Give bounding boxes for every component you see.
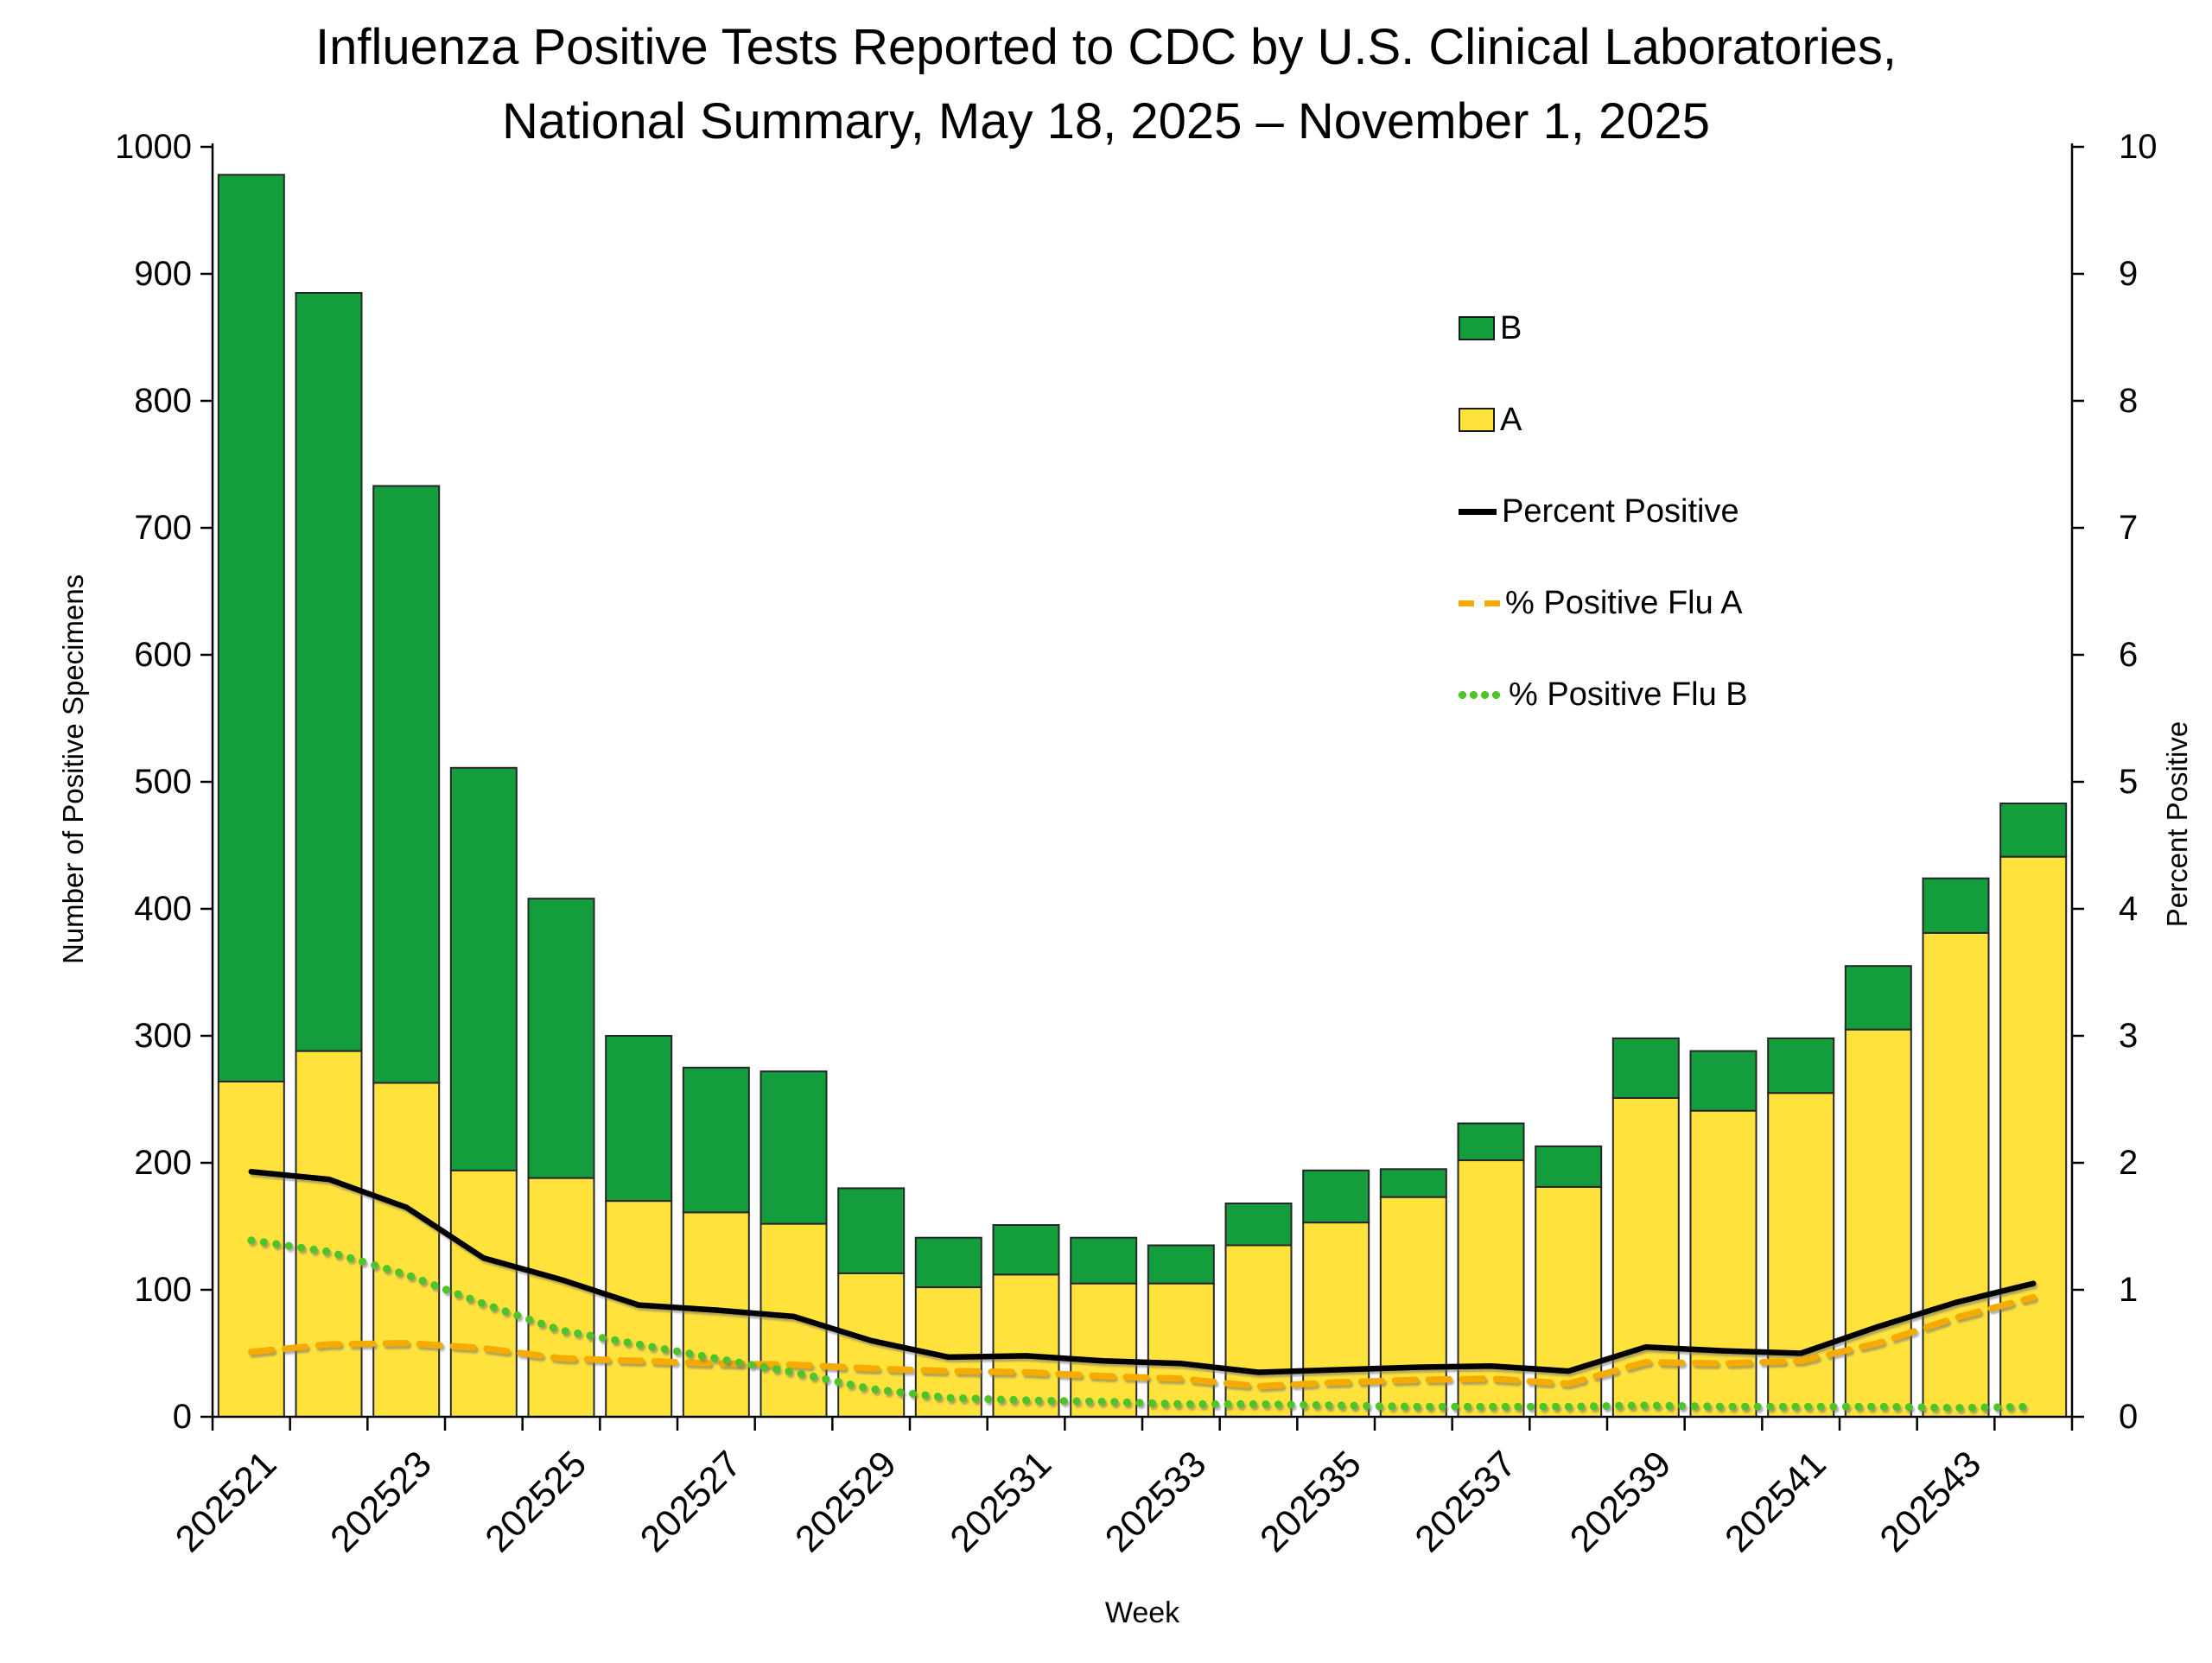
- svg-text:202525: 202525: [478, 1444, 594, 1560]
- legend-swatch-a: [1459, 408, 1495, 432]
- chart-title-line2: National Summary, May 18, 2025 – Novembe…: [501, 93, 1711, 149]
- svg-text:5: 5: [2119, 763, 2138, 801]
- svg-text:700: 700: [134, 509, 192, 547]
- svg-text:202537: 202537: [1408, 1444, 1524, 1560]
- svg-text:202529: 202529: [787, 1444, 904, 1560]
- svg-text:7: 7: [2119, 509, 2138, 547]
- legend-item-pct-flu-b: % Positive Flu B: [1459, 649, 1748, 740]
- svg-text:1000: 1000: [115, 128, 192, 166]
- svg-text:400: 400: [134, 890, 192, 928]
- svg-text:3: 3: [2119, 1017, 2138, 1055]
- svg-text:6: 6: [2119, 636, 2138, 674]
- svg-text:600: 600: [134, 636, 192, 674]
- svg-text:202535: 202535: [1252, 1444, 1369, 1560]
- chart-title-line1: Influenza Positive Tests Reported to CDC…: [315, 19, 1897, 75]
- legend-swatch-pct-flu-a: [1459, 600, 1500, 606]
- svg-text:9: 9: [2119, 255, 2138, 293]
- svg-text:2: 2: [2119, 1144, 2138, 1182]
- svg-text:0: 0: [2119, 1398, 2138, 1436]
- svg-text:10: 10: [2119, 128, 2158, 166]
- svg-text:0: 0: [173, 1398, 192, 1436]
- right-axis-title: Percent Positive: [2161, 720, 2193, 928]
- legend-label-a: A: [1500, 401, 1522, 438]
- svg-text:202541: 202541: [1717, 1444, 1834, 1560]
- svg-text:202539: 202539: [1562, 1444, 1679, 1560]
- legend-swatch-percent-positive: [1459, 508, 1497, 515]
- legend-label-b: B: [1500, 309, 1522, 346]
- svg-text:202531: 202531: [943, 1444, 1059, 1560]
- left-axis-title: Number of Positive Specimens: [57, 574, 89, 964]
- legend-swatch-pct-flu-b: [1459, 690, 1503, 699]
- svg-text:200: 200: [134, 1144, 192, 1182]
- legend-label-percent-positive: Percent Positive: [1502, 492, 1739, 530]
- legend-label-pct-flu-a: % Positive Flu A: [1505, 584, 1743, 621]
- svg-text:202533: 202533: [1097, 1444, 1214, 1560]
- svg-text:300: 300: [134, 1017, 192, 1055]
- legend-item-b: B: [1459, 282, 1748, 374]
- svg-text:100: 100: [134, 1271, 192, 1309]
- legend-swatch-b: [1459, 316, 1495, 340]
- svg-text:500: 500: [134, 763, 192, 801]
- svg-text:8: 8: [2119, 382, 2138, 420]
- svg-text:202521: 202521: [168, 1444, 284, 1560]
- legend-label-pct-flu-b: % Positive Flu B: [1509, 676, 1748, 713]
- legend-item-percent-positive: Percent Positive: [1459, 466, 1748, 557]
- svg-text:1: 1: [2119, 1271, 2138, 1309]
- svg-text:202527: 202527: [632, 1444, 749, 1560]
- svg-text:800: 800: [134, 382, 192, 420]
- svg-text:900: 900: [134, 255, 192, 293]
- legend-item-a: A: [1459, 374, 1748, 466]
- legend: B A Percent Positive % Positive Flu A % …: [1459, 282, 1748, 740]
- svg-text:4: 4: [2119, 890, 2138, 928]
- legend-item-pct-flu-a: % Positive Flu A: [1459, 557, 1748, 649]
- x-axis-title: Week: [1104, 1596, 1180, 1629]
- svg-text:202523: 202523: [322, 1444, 439, 1560]
- svg-text:202543: 202543: [1872, 1444, 1989, 1560]
